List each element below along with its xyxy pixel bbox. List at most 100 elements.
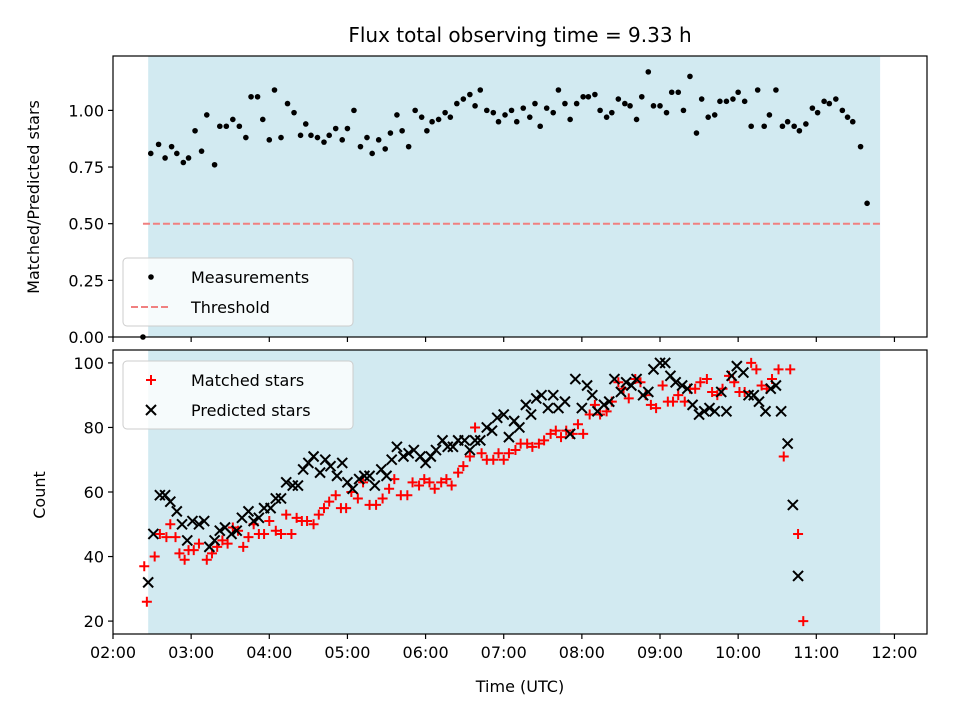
data-point xyxy=(609,109,615,116)
data-point xyxy=(821,98,827,105)
data-point xyxy=(673,390,684,401)
data-point xyxy=(203,112,210,118)
data-point xyxy=(498,454,509,465)
x-tick-label: 02:00 xyxy=(90,643,136,662)
data-point xyxy=(567,116,573,123)
data-point xyxy=(526,114,533,120)
data-point xyxy=(765,383,777,395)
data-point xyxy=(447,114,454,120)
data-point xyxy=(545,428,556,439)
data-point xyxy=(458,434,471,447)
data-point xyxy=(271,87,278,93)
data-point xyxy=(476,448,487,459)
data-point xyxy=(792,570,804,582)
data-point xyxy=(412,107,418,114)
data-point xyxy=(773,364,784,375)
data-point xyxy=(778,451,789,462)
data-point xyxy=(292,479,304,492)
data-point xyxy=(216,123,223,130)
data-point xyxy=(180,159,187,166)
x-tick-label: 12:00 xyxy=(871,643,917,662)
data-point xyxy=(520,399,532,411)
data-point xyxy=(483,107,490,114)
data-point xyxy=(469,434,481,447)
data-point xyxy=(498,408,510,421)
data-point xyxy=(363,470,376,482)
data-point xyxy=(270,492,282,505)
data-point xyxy=(681,383,694,395)
data-point xyxy=(314,466,326,479)
data-point xyxy=(223,123,230,130)
data-point xyxy=(520,105,527,111)
data-point xyxy=(542,402,554,414)
data-point xyxy=(503,448,514,459)
data-point xyxy=(686,399,699,411)
data-point xyxy=(622,100,628,107)
data-point xyxy=(165,519,176,530)
data-point xyxy=(435,116,442,123)
data-point xyxy=(242,505,255,518)
data-point xyxy=(472,103,478,109)
data-point xyxy=(642,386,654,398)
data-point xyxy=(171,505,183,518)
data-point xyxy=(759,405,772,418)
data-point xyxy=(147,150,154,157)
data-point xyxy=(503,431,515,443)
data-point xyxy=(735,89,741,96)
data-point xyxy=(278,134,284,141)
data-point xyxy=(839,107,846,114)
data-point xyxy=(578,428,589,439)
data-point xyxy=(725,370,738,382)
data-point xyxy=(344,125,351,132)
data-point xyxy=(454,100,460,107)
data-point xyxy=(371,499,382,510)
data-point xyxy=(208,534,221,547)
data-point xyxy=(474,434,486,447)
data-point xyxy=(751,364,762,375)
data-point xyxy=(386,454,398,466)
y-tick-label: 60 xyxy=(84,483,104,502)
series-measurements xyxy=(140,69,870,340)
data-point xyxy=(429,118,435,125)
data-point xyxy=(259,116,266,123)
data-point xyxy=(477,87,484,93)
data-point xyxy=(627,103,633,109)
data-point xyxy=(286,528,297,539)
data-point xyxy=(615,96,622,102)
data-point xyxy=(387,130,394,136)
top-y-axis-label: Matched/Predicted stars xyxy=(24,100,43,294)
data-point xyxy=(513,421,526,434)
data-point xyxy=(391,441,403,453)
x-tick-label: 05:00 xyxy=(324,643,370,662)
data-point xyxy=(844,114,851,120)
data-point xyxy=(490,109,497,116)
data-point xyxy=(364,134,370,141)
data-point xyxy=(784,118,791,125)
x-tick-label: 10:00 xyxy=(715,643,761,662)
legend: Measurements Threshold xyxy=(122,257,354,327)
data-point xyxy=(486,424,498,437)
data-point xyxy=(266,137,273,143)
data-point xyxy=(730,96,736,102)
data-point xyxy=(231,525,243,537)
data-point xyxy=(141,596,152,607)
data-point xyxy=(537,123,543,130)
data-point xyxy=(464,451,475,462)
data-point xyxy=(550,109,557,116)
data-point xyxy=(330,490,341,501)
data-point xyxy=(429,483,440,494)
data-point xyxy=(193,518,205,530)
data-point xyxy=(275,492,287,505)
data-point xyxy=(559,395,571,408)
data-point xyxy=(510,445,521,456)
data-point xyxy=(198,515,210,527)
data-point xyxy=(357,143,364,150)
data-point xyxy=(620,376,632,388)
data-point xyxy=(154,528,165,539)
data-point xyxy=(717,98,723,105)
data-point xyxy=(857,143,864,150)
data-point xyxy=(581,379,593,392)
data-point xyxy=(424,127,430,134)
data-point xyxy=(608,373,621,385)
data-point xyxy=(442,109,448,116)
